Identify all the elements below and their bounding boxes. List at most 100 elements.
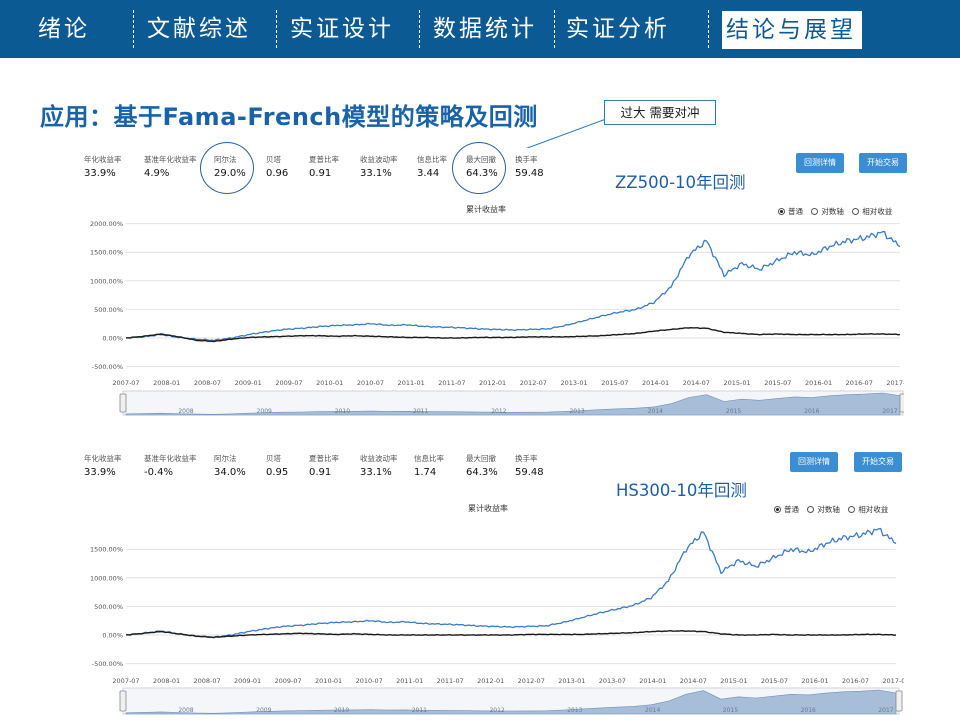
backtest-detail-button[interactable]: 回测详情 bbox=[790, 452, 838, 472]
metric-label: 年化收益率 bbox=[84, 454, 122, 463]
x-tick-label: 2016-01 bbox=[801, 677, 828, 685]
y-tick-label: 2000.00% bbox=[90, 220, 123, 228]
tab-separator bbox=[419, 10, 420, 48]
mode-relative-radio[interactable]: 相对收益 bbox=[852, 207, 892, 216]
x-tick-label: 2007-07 bbox=[112, 677, 139, 685]
metric-information-ratio: 信息比率 1.74 bbox=[414, 453, 444, 478]
navigator-year-label: 2010 bbox=[335, 408, 350, 415]
backtest-panel-zz500: 年化收益率 33.9% 基准年化收益率 4.9% 阿尔法 29.0% 贝塔 0.96 夏普比率 0… bbox=[78, 142, 907, 416]
metric-label: 基准年化收益率 bbox=[144, 155, 197, 164]
metric-value: 34.0% bbox=[214, 467, 246, 478]
navigator-year-label: 2008 bbox=[178, 707, 193, 714]
y-tick-label: 0.00% bbox=[102, 632, 123, 640]
navigator-year-label: 2013 bbox=[569, 408, 584, 415]
metric-benchmark-annual-return: 基准年化收益率 -0.4% bbox=[144, 453, 197, 478]
benchmark-return-line bbox=[125, 629, 897, 639]
metric-annual-return: 年化收益率 33.9% bbox=[84, 154, 122, 179]
metric-value: -0.4% bbox=[144, 467, 174, 478]
slide-title: 应用：基于Fama-French模型的策略及回测 bbox=[40, 103, 538, 131]
x-tick-label: 2015-07 bbox=[601, 379, 628, 387]
x-tick-label: 2011-01 bbox=[398, 379, 425, 387]
x-tick-label: 2008-07 bbox=[193, 677, 220, 685]
metric-value: 33.9% bbox=[84, 467, 116, 478]
mode-normal-radio[interactable]: 普通 bbox=[774, 505, 799, 514]
x-tick-label: 2010-01 bbox=[316, 379, 343, 387]
navigator-year-label: 2013 bbox=[567, 707, 582, 714]
tab-data-statistics[interactable]: 数据统计 bbox=[433, 16, 537, 42]
metric-label: 信息比率 bbox=[417, 155, 447, 164]
x-tick-label: 2017-01 bbox=[882, 677, 904, 685]
metric-sharpe-ratio: 夏普比率 0.91 bbox=[309, 154, 339, 179]
top-nav-bar: 绪论 文献综述 实证设计 数据统计 实证分析 结论与展望 bbox=[0, 0, 960, 58]
x-tick-label: 2013-01 bbox=[558, 677, 585, 685]
backtest-detail-button[interactable]: 回测详情 bbox=[796, 153, 844, 173]
navigator-year-label: 2009 bbox=[257, 408, 272, 415]
metric-label: 换手率 bbox=[515, 454, 538, 463]
metric-label: 贝塔 bbox=[266, 155, 281, 164]
navigator-year-label: 2012 bbox=[489, 707, 504, 714]
tab-separator bbox=[554, 10, 555, 48]
benchmark-return-line bbox=[125, 326, 901, 343]
chart-mode-selector: 普通 对数轴 相对收益 bbox=[774, 504, 888, 515]
tab-empirical-analysis[interactable]: 实证分析 bbox=[566, 16, 670, 42]
tab-empirical-design[interactable]: 实证设计 bbox=[290, 16, 394, 42]
metric-label: 阿尔法 bbox=[214, 454, 237, 463]
navigator-area bbox=[125, 689, 897, 715]
x-tick-label: 2012-01 bbox=[479, 379, 506, 387]
navigator-right-handle[interactable] bbox=[899, 393, 904, 413]
navigator-year-label: 2010 bbox=[334, 707, 349, 714]
metric-value: 33.1% bbox=[360, 168, 392, 179]
mode-log-radio[interactable]: 对数轴 bbox=[807, 505, 840, 514]
metric-value: 33.1% bbox=[360, 467, 392, 478]
tab-separator bbox=[133, 10, 134, 48]
metric-turnover-rate: 换手率 59.48 bbox=[515, 154, 544, 179]
x-tick-label: 2010-07 bbox=[357, 379, 384, 387]
metric-label: 换手率 bbox=[515, 155, 538, 164]
mode-log-radio[interactable]: 对数轴 bbox=[811, 207, 844, 216]
x-tick-label: 2011-07 bbox=[438, 379, 465, 387]
x-tick-label: 2009-07 bbox=[275, 379, 302, 387]
tab-separator bbox=[276, 10, 277, 48]
navigator-year-label: 2016 bbox=[804, 408, 819, 415]
metric-alpha: 阿尔法 34.0% bbox=[214, 453, 246, 478]
highlight-circle bbox=[200, 142, 254, 194]
x-tick-label: 2008-01 bbox=[153, 379, 180, 387]
radio-icon bbox=[807, 506, 815, 513]
metric-beta: 贝塔 0.95 bbox=[266, 453, 288, 478]
navigator-left-handle[interactable] bbox=[119, 690, 127, 712]
tab-separator bbox=[708, 10, 709, 48]
navigator-right-handle[interactable] bbox=[895, 690, 903, 712]
metric-annual-return: 年化收益率 33.9% bbox=[84, 453, 122, 478]
strategy-return-line bbox=[125, 527, 897, 639]
y-tick-label: -500.00% bbox=[92, 660, 123, 668]
metric-information-ratio: 信息比率 3.44 bbox=[417, 154, 447, 179]
mode-normal-radio[interactable]: 普通 bbox=[778, 207, 803, 216]
x-tick-label: 2010-07 bbox=[356, 677, 383, 685]
navigator-left-handle[interactable] bbox=[119, 393, 127, 413]
x-tick-label: 2015-07 bbox=[764, 379, 791, 387]
radio-icon bbox=[852, 208, 860, 215]
backtest-panel-hs300: 年化收益率 33.9% 基准年化收益率 -0.4% 阿尔法 34.0% 贝塔 0.95 夏普比率… bbox=[78, 446, 904, 716]
metric-beta: 贝塔 0.96 bbox=[266, 154, 288, 179]
x-tick-label: 2007-07 bbox=[112, 379, 139, 387]
navigator-year-label: 2016 bbox=[801, 707, 816, 714]
y-tick-label: 1500.00% bbox=[90, 546, 123, 554]
tab-conclusion[interactable]: 结论与展望 bbox=[722, 11, 862, 49]
metric-label: 收益波动率 bbox=[360, 454, 398, 463]
navigator-year-label: 2009 bbox=[256, 707, 271, 714]
x-tick-label: 2012-07 bbox=[520, 379, 547, 387]
mode-relative-radio[interactable]: 相对收益 bbox=[848, 505, 888, 514]
metric-value: 59.48 bbox=[515, 467, 544, 478]
metric-label: 收益波动率 bbox=[360, 155, 398, 164]
metric-value: 1.74 bbox=[414, 467, 437, 478]
metric-max-drawdown: 最大回撤 64.3% bbox=[466, 453, 498, 478]
navigator-year-label: 2015 bbox=[726, 408, 741, 415]
start-trading-button[interactable]: 开始交易 bbox=[854, 452, 902, 472]
metric-value: 33.9% bbox=[84, 168, 116, 179]
x-tick-label: 2010-01 bbox=[315, 677, 342, 685]
metric-label: 基准年化收益率 bbox=[144, 454, 197, 463]
radio-icon bbox=[774, 506, 781, 513]
start-trading-button[interactable]: 开始交易 bbox=[859, 153, 907, 173]
tab-intro[interactable]: 绪论 bbox=[38, 16, 90, 42]
tab-literature-review[interactable]: 文献综述 bbox=[147, 16, 251, 42]
